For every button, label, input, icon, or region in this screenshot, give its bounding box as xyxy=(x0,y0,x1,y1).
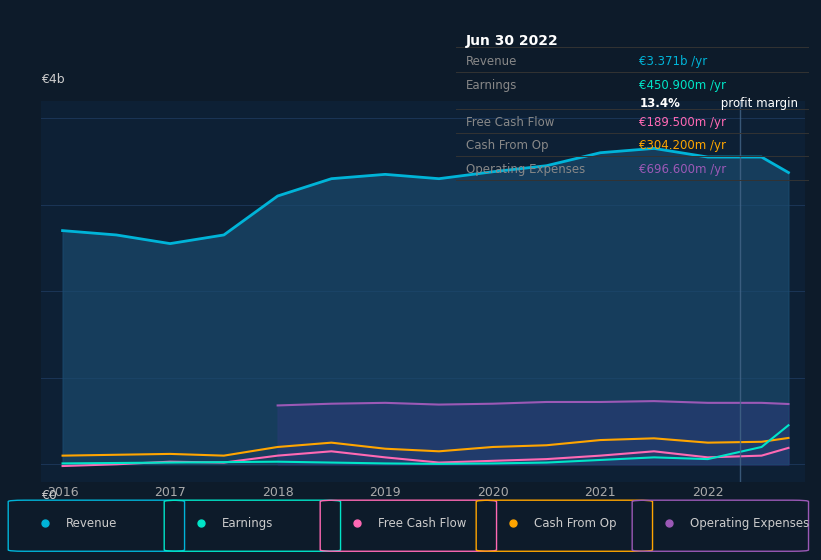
Text: 13.4%: 13.4% xyxy=(640,97,680,110)
Text: Revenue: Revenue xyxy=(466,55,517,68)
Text: €3.371b /yr: €3.371b /yr xyxy=(640,55,708,68)
Text: Operating Expenses: Operating Expenses xyxy=(690,516,809,530)
Text: Earnings: Earnings xyxy=(466,79,517,92)
Text: €4b: €4b xyxy=(41,73,65,86)
Text: €189.500m /yr: €189.500m /yr xyxy=(640,116,727,129)
Text: Cash From Op: Cash From Op xyxy=(466,139,548,152)
Text: Free Cash Flow: Free Cash Flow xyxy=(378,516,466,530)
Text: Cash From Op: Cash From Op xyxy=(534,516,616,530)
Text: Jun 30 2022: Jun 30 2022 xyxy=(466,34,559,48)
Text: Free Cash Flow: Free Cash Flow xyxy=(466,116,555,129)
Text: Earnings: Earnings xyxy=(222,516,273,530)
Text: Revenue: Revenue xyxy=(66,516,117,530)
Text: €450.900m /yr: €450.900m /yr xyxy=(640,79,727,92)
Text: Operating Expenses: Operating Expenses xyxy=(466,163,585,176)
Text: €696.600m /yr: €696.600m /yr xyxy=(640,163,727,176)
Text: €304.200m /yr: €304.200m /yr xyxy=(640,139,727,152)
Text: profit margin: profit margin xyxy=(717,97,798,110)
Text: €0: €0 xyxy=(41,489,57,502)
